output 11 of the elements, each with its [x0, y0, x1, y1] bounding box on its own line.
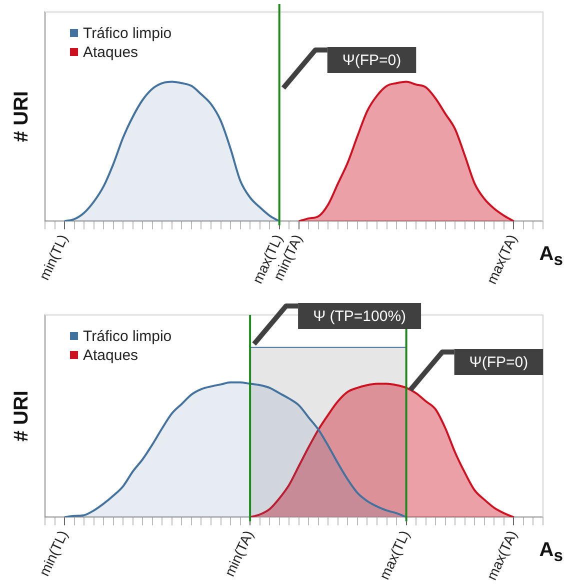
ref-line-label: Ψ(FP=0): [469, 354, 528, 372]
legend-label: Tráfico limpio: [82, 327, 172, 346]
legend-label: Tráfico limpio: [82, 24, 172, 43]
legend-label: Ataques: [82, 43, 140, 62]
band-label: Ψ (TP=100%): [313, 308, 406, 326]
legend-label: Ataques: [82, 346, 140, 365]
x-axis-title: A$_{s}$: [539, 243, 563, 270]
ref-line-label: Ψ(FP=0): [342, 52, 402, 70]
x-axis-title: A$_{s}$: [539, 539, 563, 566]
y-axis-title: # URI: [10, 91, 33, 142]
y-axis-title: # URI: [10, 390, 33, 442]
